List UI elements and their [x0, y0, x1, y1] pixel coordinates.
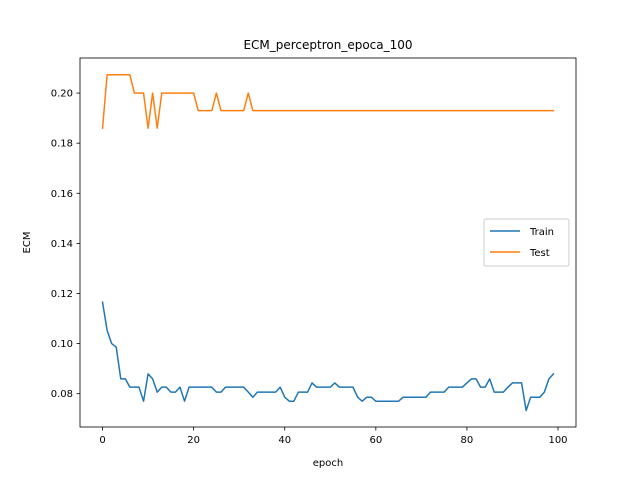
legend-label-train: Train	[529, 227, 554, 238]
y-tick-label: 0.18	[51, 139, 73, 150]
series-line-train	[101, 301, 555, 412]
y-tick-label: 0.08	[51, 389, 73, 400]
y-tick-label: 0.14	[51, 239, 73, 250]
x-axis-label: epoch	[313, 458, 343, 469]
x-axis-ticks: 0 20 40 60 80 100	[99, 427, 568, 446]
x-tick-label: 40	[278, 435, 291, 446]
y-tick-label: 0.20	[51, 89, 73, 100]
plot-frame	[79, 57, 577, 428]
series-lines	[101, 74, 555, 412]
x-tick-label: 20	[187, 435, 200, 446]
legend-box	[483, 218, 570, 267]
legend: Train Test	[483, 218, 570, 267]
y-tick-label: 0.10	[51, 339, 73, 350]
y-axis-ticks: 0.08 0.10 0.12 0.14 0.16 0.18 0.20	[51, 89, 80, 400]
y-axis-label: ECM	[22, 232, 33, 254]
y-tick-label: 0.12	[51, 289, 73, 300]
x-tick-label: 100	[548, 435, 567, 446]
series-line-test	[101, 74, 555, 129]
y-tick-label: 0.16	[51, 189, 73, 200]
x-tick-label: 0	[99, 435, 105, 446]
legend-label-test: Test	[529, 248, 550, 259]
x-tick-label: 80	[461, 435, 474, 446]
x-tick-label: 60	[369, 435, 382, 446]
chart-title: ECM_perceptron_epoca_100	[243, 38, 412, 52]
